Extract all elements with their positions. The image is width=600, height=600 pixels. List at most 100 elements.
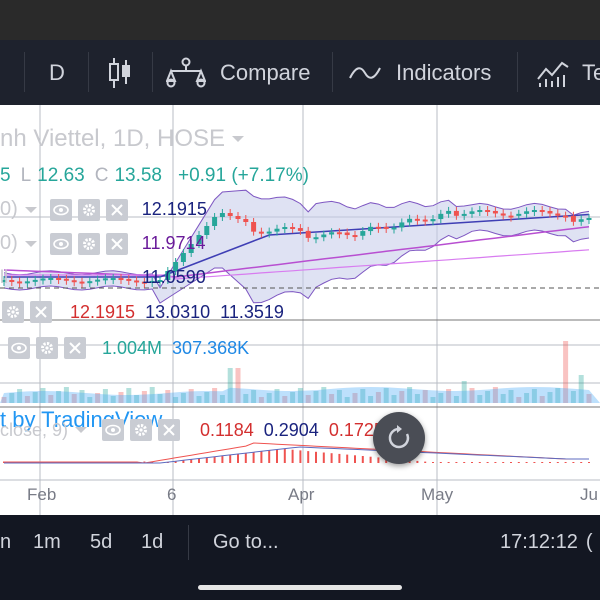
candle-body: [414, 218, 420, 221]
range-5d-button[interactable]: 5d: [90, 531, 113, 553]
volume-bar: [79, 390, 85, 403]
ma2-legend[interactable]: 0) 11.9714: [0, 232, 206, 255]
ma3-legend[interactable]: ll 11.0590: [0, 267, 206, 288]
clock-label[interactable]: 17:12:12 (: [500, 515, 593, 570]
volume-bar: [32, 392, 38, 403]
volume-legend[interactable]: 1.004M 307.368K: [0, 337, 249, 359]
volume-bar: [188, 389, 194, 403]
range-1m-button[interactable]: 1m: [33, 531, 61, 553]
candle-body: [305, 230, 311, 238]
symbol-title[interactable]: nh Viettel, 1D, HOSE: [0, 125, 245, 153]
indicators-button[interactable]: Indicators: [348, 40, 491, 105]
candle-body: [134, 280, 140, 283]
gear-icon[interactable]: [2, 301, 24, 323]
change-value: +0.91 (+7.17%): [177, 165, 309, 186]
volume-bar: [56, 391, 62, 403]
eye-icon[interactable]: [102, 419, 125, 441]
candle-body: [391, 227, 397, 230]
chevron-down-icon[interactable]: [74, 426, 88, 434]
volume-bar: [118, 392, 124, 403]
candle-body: [95, 279, 101, 282]
candle-body: [547, 210, 553, 214]
close-icon[interactable]: [105, 198, 128, 221]
interval-button[interactable]: D: [49, 40, 65, 105]
candle-body: [586, 218, 592, 221]
x-axis-label-6: 6: [167, 485, 177, 504]
chart-area[interactable]: nh Viettel, 1D, HOSE 5 L 12.63 C 13.58 +…: [0, 105, 600, 515]
eye-icon[interactable]: [49, 232, 72, 255]
volume-bar: [578, 375, 584, 403]
volume-bar: [477, 395, 483, 403]
volume-bar: [95, 393, 101, 403]
candle-body: [500, 213, 506, 216]
gear-icon[interactable]: [77, 198, 100, 221]
x-axis-label-feb: Feb: [27, 485, 57, 504]
close-icon[interactable]: [30, 301, 52, 323]
candle-body: [63, 278, 69, 281]
ma1-legend[interactable]: 0) 12.1915: [0, 198, 207, 221]
volume-bar: [485, 391, 491, 403]
volume-ma-area: [0, 387, 600, 403]
macd-params: close, 9): [0, 419, 69, 440]
volume-bar: [563, 341, 569, 403]
home-area: [0, 570, 600, 600]
chevron-down-icon[interactable]: [24, 240, 38, 248]
volume-bar: [87, 397, 93, 403]
bb-lower-value: 11.3519: [220, 301, 284, 322]
candle-body: [282, 227, 288, 230]
range-button[interactable]: n: [0, 531, 12, 553]
volume-bar: [110, 396, 116, 403]
gear-icon[interactable]: [36, 337, 58, 359]
volume-bar: [407, 387, 413, 403]
macd-legend[interactable]: close, 9) 0.1184 0.2904 0.1725: [0, 419, 384, 441]
candle-body: [360, 231, 366, 236]
volume-bar: [126, 388, 132, 403]
ma3-value: 11.0590: [142, 267, 206, 287]
candle-body: [516, 213, 522, 216]
macd-signal-line: [4, 446, 589, 464]
close-icon[interactable]: [158, 419, 181, 441]
candle-body: [157, 280, 163, 282]
range-1d-button[interactable]: 1d: [141, 531, 164, 553]
volume-bar: [531, 389, 537, 403]
toolbar-separator: [152, 52, 153, 92]
bollinger-legend[interactable]: 12.1915 13.0310 11.3519: [0, 301, 284, 323]
chevron-down-icon[interactable]: [24, 206, 38, 214]
chart-type-button[interactable]: [107, 40, 133, 105]
gear-icon[interactable]: [130, 419, 153, 441]
compare-button[interactable]: Compare: [166, 40, 310, 105]
goto-button[interactable]: Go to...: [213, 531, 279, 553]
close-icon[interactable]: [105, 232, 128, 255]
x-axis-label-apr: Apr: [288, 485, 315, 504]
x-axis-label-may: May: [421, 485, 454, 504]
candle-body: [17, 281, 23, 284]
volume-bar: [149, 387, 155, 403]
candle-body: [126, 278, 132, 281]
close-icon[interactable]: [64, 337, 86, 359]
volume-bar: [219, 395, 225, 403]
reset-chart-button[interactable]: [373, 412, 425, 464]
eye-icon[interactable]: [49, 198, 72, 221]
eye-icon[interactable]: [8, 337, 30, 359]
gear-icon[interactable]: [77, 232, 100, 255]
price-chart-canvas[interactable]: [0, 105, 600, 515]
candle-body: [235, 216, 241, 219]
home-indicator[interactable]: [198, 585, 402, 590]
volume-bar: [586, 394, 592, 403]
volume-bar: [282, 396, 288, 403]
volume-bar: [336, 390, 342, 403]
volume-bar: [290, 392, 296, 403]
status-strip: [0, 0, 600, 40]
macd-value: 0.1184: [200, 419, 254, 440]
candle-body: [118, 278, 124, 281]
volume-bar: [461, 381, 467, 403]
templates-button[interactable]: Te: [536, 40, 600, 105]
candle-body: [165, 271, 171, 280]
candle-body: [539, 210, 545, 213]
volume-bar: [204, 392, 210, 403]
volume-ma-value: 307.368K: [172, 337, 250, 358]
macd-signal-value: 0.2904: [263, 419, 319, 440]
candle-body: [563, 215, 569, 218]
volume-bar: [516, 397, 522, 403]
volume-bar: [446, 389, 452, 403]
